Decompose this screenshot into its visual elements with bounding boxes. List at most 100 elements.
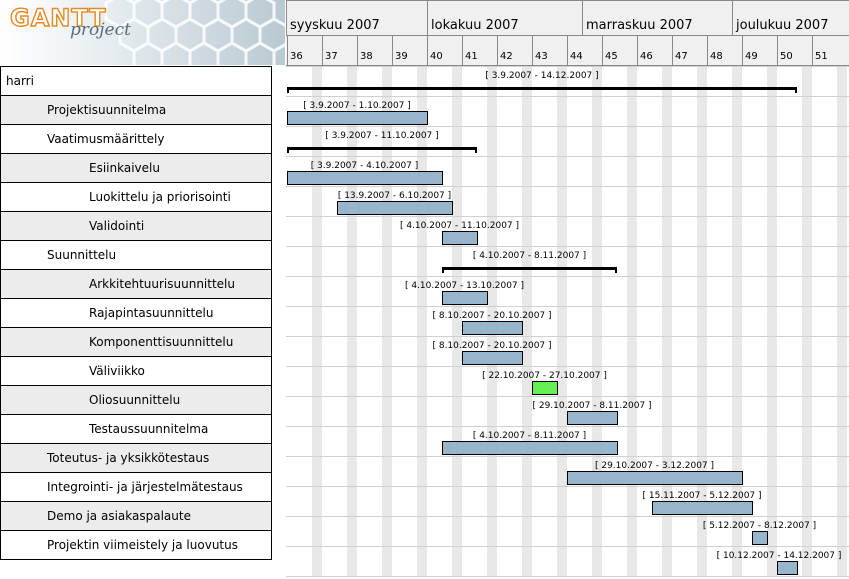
weekend-column bbox=[837, 66, 847, 576]
summary-bar bbox=[442, 267, 617, 270]
task-bar bbox=[442, 291, 488, 305]
weekend-column bbox=[767, 66, 777, 576]
task-date-label: [ 4.10.2007 - 13.10.2007 ] bbox=[405, 281, 524, 291]
summary-bar-end-tick bbox=[475, 147, 477, 153]
month-label: lokakuu 2007 bbox=[431, 18, 519, 33]
week-label: 49 bbox=[745, 51, 758, 62]
week-label: 47 bbox=[675, 51, 688, 62]
task-name: Oliosuunnittelu bbox=[89, 393, 181, 407]
week-label: 37 bbox=[325, 51, 338, 62]
weekend-column bbox=[452, 66, 462, 576]
summary-bar-end-tick bbox=[795, 87, 797, 93]
task-bar bbox=[652, 501, 753, 515]
week-label: 50 bbox=[780, 51, 793, 62]
task-bar bbox=[462, 321, 523, 335]
weekend-column bbox=[802, 66, 812, 576]
task-row[interactable]: Validointi bbox=[0, 211, 272, 240]
task-row[interactable]: Väliviikko bbox=[0, 356, 272, 385]
week-label: 51 bbox=[815, 51, 828, 62]
task-date-label: [ 8.10.2007 - 20.10.2007 ] bbox=[432, 311, 551, 321]
task-name: Vaatimusmäärittely bbox=[47, 132, 165, 146]
task-row[interactable]: Projektin viimeistely ja luovutus bbox=[0, 530, 272, 560]
week-label: 45 bbox=[605, 51, 618, 62]
task-name: Komponenttisuunnittelu bbox=[89, 335, 234, 349]
task-date-label: [ 8.10.2007 - 20.10.2007 ] bbox=[432, 341, 551, 351]
task-date-label: [ 4.10.2007 - 8.11.2007 ] bbox=[473, 251, 586, 261]
task-date-label: [ 13.9.2007 - 6.10.2007 ] bbox=[338, 191, 451, 201]
task-name: Arkkitehtuurisuunnittelu bbox=[89, 277, 235, 291]
task-row[interactable]: Vaatimusmäärittely bbox=[0, 124, 272, 153]
task-date-label: [ 4.10.2007 - 8.11.2007 ] bbox=[473, 431, 586, 441]
task-row[interactable]: Rajapintasuunnittelu bbox=[0, 298, 272, 327]
week-label: 48 bbox=[710, 51, 723, 62]
task-date-label: [ 3.9.2007 - 14.12.2007 ] bbox=[485, 71, 598, 81]
task-bar bbox=[442, 441, 618, 455]
task-bar bbox=[287, 111, 428, 125]
task-row[interactable]: Toteutus- ja yksikkötestaus bbox=[0, 443, 272, 472]
task-bar bbox=[442, 231, 478, 245]
task-date-label: [ 29.10.2007 - 8.11.2007 ] bbox=[532, 401, 651, 411]
task-row[interactable]: Integrointi- ja järjestelmätestaus bbox=[0, 472, 272, 501]
task-row[interactable]: Demo ja asiakaspalaute bbox=[0, 501, 272, 530]
task-row[interactable]: Komponenttisuunnittelu bbox=[0, 327, 272, 356]
weekend-column bbox=[382, 66, 392, 576]
task-name: harri bbox=[6, 74, 34, 88]
week-label: 46 bbox=[640, 51, 653, 62]
task-row[interactable]: Arkkitehtuurisuunnittelu bbox=[0, 269, 272, 298]
task-name: Projektisuunnitelma bbox=[47, 103, 167, 117]
task-row[interactable]: Luokittelu ja priorisointi bbox=[0, 182, 272, 211]
task-date-label: [ 3.9.2007 - 11.10.2007 ] bbox=[325, 131, 438, 141]
task-name: Toteutus- ja yksikkötestaus bbox=[47, 451, 210, 465]
summary-bar-start-tick bbox=[287, 147, 289, 153]
task-bar bbox=[567, 471, 743, 485]
task-row[interactable]: Projektisuunnitelma bbox=[0, 95, 272, 124]
week-label: 38 bbox=[360, 51, 373, 62]
hexagon-pattern bbox=[104, 0, 285, 65]
task-bar bbox=[532, 381, 558, 395]
weekend-column bbox=[417, 66, 427, 576]
task-bar bbox=[752, 531, 768, 545]
task-row[interactable]: Esiinkaivelu bbox=[0, 153, 272, 182]
task-name: Rajapintasuunnittelu bbox=[89, 306, 214, 320]
weekend-column bbox=[697, 66, 707, 576]
week-label: 42 bbox=[500, 51, 513, 62]
task-date-label: [ 3.9.2007 - 1.10.2007 ] bbox=[303, 101, 411, 111]
task-date-label: [ 29.10.2007 - 3.12.2007 ] bbox=[595, 461, 714, 471]
task-row[interactable]: harri bbox=[0, 66, 272, 95]
task-bar bbox=[337, 201, 453, 215]
weekend-column bbox=[347, 66, 357, 576]
week-label: 43 bbox=[535, 51, 548, 62]
task-date-label: [ 3.9.2007 - 4.10.2007 ] bbox=[311, 161, 419, 171]
summary-bar-start-tick bbox=[287, 87, 289, 93]
week-label: 41 bbox=[465, 51, 478, 62]
task-row[interactable]: Suunnittelu bbox=[0, 240, 272, 269]
task-date-label: [ 5.12.2007 - 8.12.2007 ] bbox=[703, 521, 816, 531]
task-bar bbox=[567, 411, 618, 425]
task-row[interactable]: Testaussuunnitelma bbox=[0, 414, 272, 443]
task-name: Integrointi- ja järjestelmätestaus bbox=[47, 480, 243, 494]
task-name: Validointi bbox=[89, 219, 145, 233]
task-name-list: harri Projektisuunnitelma Vaatimusmääritte… bbox=[0, 66, 272, 560]
summary-bar-start-tick bbox=[442, 267, 444, 273]
week-label: 36 bbox=[290, 51, 303, 62]
month-label: syyskuu 2007 bbox=[290, 18, 380, 33]
week-label: 44 bbox=[570, 51, 583, 62]
task-bar bbox=[462, 351, 523, 365]
task-name: Demo ja asiakaspalaute bbox=[47, 509, 191, 523]
task-date-label: [ 15.11.2007 - 5.12.2007 ] bbox=[642, 491, 761, 501]
task-row[interactable]: Oliosuunnittelu bbox=[0, 385, 272, 414]
summary-bar bbox=[287, 147, 477, 150]
weekend-column bbox=[522, 66, 532, 576]
logo-gantt-text: GANTT bbox=[9, 3, 107, 32]
week-label: 40 bbox=[430, 51, 443, 62]
task-bar bbox=[777, 561, 798, 575]
task-name: Esiinkaivelu bbox=[89, 161, 160, 175]
task-name: Suunnittelu bbox=[47, 248, 117, 262]
weekend-column bbox=[312, 66, 322, 576]
weekend-column bbox=[627, 66, 637, 576]
ganttproject-logo: GANTT project bbox=[0, 0, 285, 65]
task-name: Projektin viimeistely ja luovutus bbox=[47, 538, 238, 552]
week-label: 39 bbox=[395, 51, 408, 62]
weekend-column bbox=[592, 66, 602, 576]
